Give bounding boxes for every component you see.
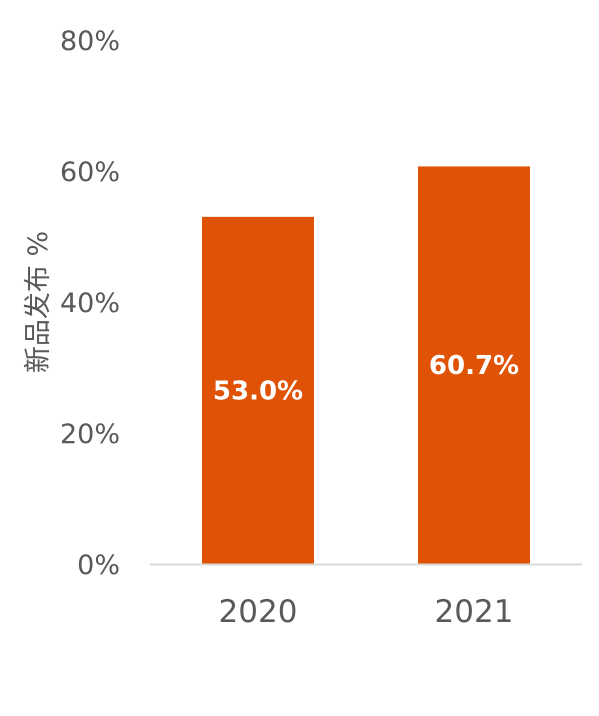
data-label-2020: 53.0% bbox=[213, 376, 303, 406]
x-tick-label-2021: 2021 bbox=[435, 594, 514, 630]
x-axis-category-labels: 2020 2021 bbox=[219, 594, 514, 630]
y-tick-label: 0% bbox=[77, 550, 120, 581]
bar-series: 53.0% 60.7% bbox=[202, 166, 530, 565]
data-label-2021: 60.7% bbox=[429, 351, 519, 381]
y-axis-tick-labels: 0% 20% 40% 60% 80% bbox=[60, 26, 120, 581]
y-tick-label: 40% bbox=[60, 288, 120, 319]
y-axis-title: 新品发布 % bbox=[23, 231, 54, 373]
y-tick-label: 20% bbox=[60, 419, 120, 450]
y-tick-label: 60% bbox=[60, 157, 120, 188]
x-tick-label-2020: 2020 bbox=[219, 594, 298, 630]
y-tick-label: 80% bbox=[60, 26, 120, 57]
bar-2021 bbox=[418, 166, 530, 565]
bar-2020 bbox=[202, 216, 314, 564]
